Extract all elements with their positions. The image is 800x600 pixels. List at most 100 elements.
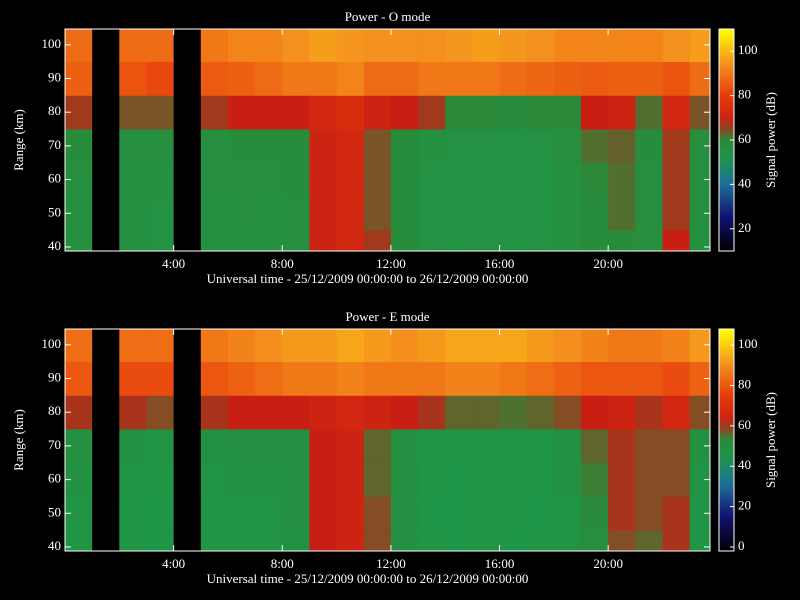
heatmap-cell <box>553 395 582 430</box>
heatmap-cell <box>472 29 500 63</box>
heatmap-cell <box>390 196 419 231</box>
colorbar-tick-label: 100 <box>738 42 758 57</box>
heatmap-cell <box>472 61 500 96</box>
heatmap-cell <box>173 162 202 197</box>
heatmap-cell <box>173 196 202 231</box>
heatmap-cell <box>255 496 283 531</box>
heatmap-cell <box>608 162 636 197</box>
heatmap-cell <box>390 395 419 430</box>
heatmap-cell <box>689 395 711 430</box>
heatmap-cell <box>581 329 609 363</box>
heatmap-cell <box>255 361 283 396</box>
heatmap-cell <box>336 395 365 430</box>
heatmap-cell <box>526 61 555 96</box>
heatmap-cell <box>336 129 365 164</box>
heatmap-cell <box>472 95 500 130</box>
heatmap-cell <box>445 230 473 252</box>
heatmap-cell <box>499 496 528 531</box>
y-tick-label: 50 <box>48 504 61 519</box>
heatmap-cell <box>418 361 446 396</box>
heatmap-cell <box>390 496 419 531</box>
heatmap-cell <box>227 462 256 497</box>
heatmap-cell <box>173 395 202 430</box>
heatmap-cell <box>635 496 663 531</box>
heatmap-cell <box>581 196 609 231</box>
heatmap-cell <box>581 462 609 497</box>
colorbar <box>718 328 735 552</box>
heatmap-cell <box>200 530 229 552</box>
heatmap-cell <box>146 61 175 96</box>
heatmap-cell <box>499 462 528 497</box>
heatmap-cell <box>92 29 120 63</box>
heatmap-cell <box>662 462 691 497</box>
heatmap-cell <box>499 361 528 396</box>
heatmap-cell <box>390 361 419 396</box>
heatmap-cell <box>608 230 636 252</box>
heatmap-cell <box>390 95 419 130</box>
heatmap-cell <box>390 29 419 63</box>
heatmap-cell <box>173 496 202 531</box>
y-tick-label: 50 <box>48 204 61 219</box>
colorbar-tick-label: 80 <box>738 87 751 102</box>
heatmap-cell <box>200 95 229 130</box>
heatmap-cell <box>119 462 147 497</box>
heatmap-cell <box>526 196 555 231</box>
heatmap-cell <box>581 129 609 164</box>
heatmap-cell <box>146 95 175 130</box>
heatmap-cell <box>662 230 691 252</box>
heatmap-cell <box>92 462 120 497</box>
heatmap-cell <box>173 29 202 63</box>
heatmap-cell <box>390 329 419 363</box>
heatmap-cell <box>608 95 636 130</box>
heatmap-cell <box>282 95 310 130</box>
heatmap-cell <box>418 329 446 363</box>
colorbar-tick-label: 60 <box>738 131 751 146</box>
heatmap-cell <box>309 329 337 363</box>
colorbar-tick-label: 0 <box>738 538 745 553</box>
heatmap-cell <box>255 61 283 96</box>
heatmap-cell <box>200 29 229 63</box>
heatmap-cell <box>282 29 310 63</box>
heatmap-cell <box>581 95 609 130</box>
heatmap-cell <box>336 429 365 464</box>
heatmap-cell <box>689 329 711 363</box>
x-tick-label: 12:00 <box>376 256 406 271</box>
heatmap-cell <box>662 29 691 63</box>
heatmap-cell <box>309 462 337 497</box>
heatmap-cell <box>282 61 310 96</box>
y-tick-label: 90 <box>48 370 61 385</box>
heatmap-cell <box>445 496 473 531</box>
heatmap-cell <box>92 230 120 252</box>
heatmap-cell <box>282 395 310 430</box>
heatmap-cell <box>472 395 500 430</box>
heatmap-cell <box>526 361 555 396</box>
heatmap-cell <box>689 95 711 130</box>
heatmap-cell <box>65 29 93 63</box>
heatmap-cell <box>309 496 337 531</box>
heatmap-cell <box>282 361 310 396</box>
heatmap-cell <box>418 196 446 231</box>
heatmap-cell <box>581 162 609 197</box>
heatmap-cell <box>445 462 473 497</box>
heatmap-cell <box>581 29 609 63</box>
heatmap-cell <box>255 329 283 363</box>
heatmap-cell <box>227 29 256 63</box>
heatmap-cell <box>173 361 202 396</box>
heatmap-cell <box>146 329 175 363</box>
heatmap-cell <box>173 462 202 497</box>
heatmap-cell <box>472 496 500 531</box>
colorbar-tick-label: 40 <box>738 457 751 472</box>
heatmap-cell <box>418 61 446 96</box>
heatmap-cell <box>445 395 473 430</box>
heatmap-cell <box>336 196 365 231</box>
heatmap-cell <box>92 95 120 130</box>
y-tick-label: 60 <box>48 471 61 486</box>
heatmap-cell <box>227 61 256 96</box>
heatmap-cell <box>662 95 691 130</box>
heatmap-cell <box>282 162 310 197</box>
panel: Power - O mode 40 50 60 70 80 90 100 4:00 8:00 12:… <box>11 9 778 286</box>
heatmap-cell <box>418 29 446 63</box>
heatmap-cell <box>146 230 175 252</box>
heatmap-cell <box>146 129 175 164</box>
